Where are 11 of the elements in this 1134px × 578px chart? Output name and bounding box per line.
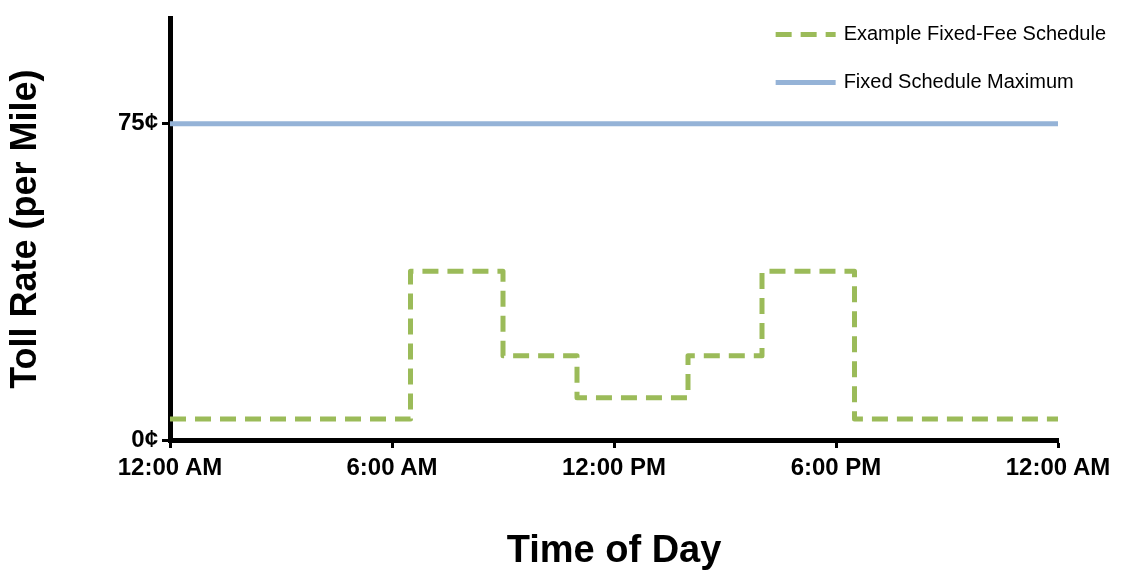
y-axis-title: Toll Rate (per Mile)	[2, 69, 44, 389]
x-tick-label: 6:00 PM	[790, 453, 882, 481]
x-axis-title: Time of Day	[506, 527, 722, 570]
x-tick-label: 12:00 PM	[561, 453, 667, 481]
x-tick-label: 6:00 AM	[346, 453, 438, 481]
legend-label: Fixed Schedule Maximum	[843, 69, 1074, 92]
x-tick-label: 12:00 AM	[117, 453, 223, 481]
legend-label: Example Fixed-Fee Schedule	[843, 21, 1107, 44]
x-tick-label: 12:00 AM	[1005, 453, 1111, 481]
y-tick-label: 0¢	[131, 424, 158, 452]
y-tick-label: 75¢	[117, 108, 158, 136]
